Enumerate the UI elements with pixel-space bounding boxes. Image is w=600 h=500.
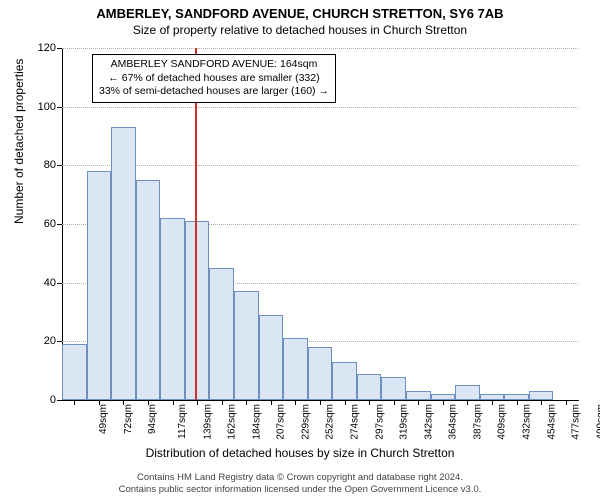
histogram-bar (234, 291, 259, 400)
ytick-mark (57, 341, 62, 342)
grid-line (62, 107, 578, 108)
xtick-label: 274sqm (350, 404, 361, 440)
chart-plot-area: AMBERLEY SANDFORD AVENUE: 164sqm ← 67% o… (62, 48, 578, 400)
xtick-mark (369, 400, 370, 405)
xtick-mark (246, 400, 247, 405)
histogram-bar (283, 338, 308, 400)
xtick-mark (74, 400, 75, 405)
xtick-mark (541, 400, 542, 405)
chart-title: AMBERLEY, SANDFORD AVENUE, CHURCH STRETT… (0, 0, 600, 21)
annotation-line-1: AMBERLEY SANDFORD AVENUE: 164sqm (99, 58, 329, 72)
xtick-label: 117sqm (177, 404, 188, 439)
xtick-label: 49sqm (98, 404, 109, 434)
xtick-mark (345, 400, 346, 405)
ytick-label: 0 (50, 394, 56, 406)
chart-subtitle: Size of property relative to detached ho… (0, 23, 600, 37)
histogram-bar (332, 362, 357, 400)
xtick-label: 229sqm (300, 404, 311, 440)
histogram-bar (357, 374, 382, 400)
histogram-bar (455, 385, 480, 400)
xtick-mark (222, 400, 223, 405)
footer-line-2: Contains public sector information licen… (0, 484, 600, 496)
histogram-bar (87, 171, 112, 400)
ytick-label: 60 (44, 218, 56, 230)
xtick-label: 477sqm (571, 404, 582, 440)
ytick-mark (57, 224, 62, 225)
xtick-mark (394, 400, 395, 405)
xtick-label: 432sqm (522, 404, 533, 440)
annotation-line-3: 33% of semi-detached houses are larger (… (99, 85, 329, 99)
ytick-mark (57, 165, 62, 166)
histogram-bar (209, 268, 234, 400)
xtick-label: 319sqm (399, 404, 410, 440)
footer-line-1: Contains HM Land Registry data © Crown c… (0, 472, 600, 484)
ytick-mark (57, 400, 62, 401)
histogram-bar (259, 315, 284, 400)
xtick-mark (492, 400, 493, 405)
xtick-label: 252sqm (325, 404, 336, 440)
xtick-mark (443, 400, 444, 405)
y-axis-label: Number of detached properties (12, 59, 26, 224)
xtick-label: 139sqm (202, 404, 213, 440)
ytick-label: 40 (44, 277, 56, 289)
grid-line (62, 165, 578, 166)
xtick-label: 454sqm (546, 404, 557, 440)
ytick-mark (57, 107, 62, 108)
grid-line (62, 48, 578, 49)
xtick-mark (271, 400, 272, 405)
xtick-mark (418, 400, 419, 405)
xtick-mark (467, 400, 468, 405)
xtick-mark (517, 400, 518, 405)
xtick-label: 387sqm (472, 404, 483, 440)
ytick-mark (57, 48, 62, 49)
xtick-label: 207sqm (276, 404, 287, 440)
xtick-mark (123, 400, 124, 405)
xtick-label: 94sqm (147, 404, 158, 434)
histogram-bar (136, 180, 161, 400)
x-axis-label: Distribution of detached houses by size … (0, 446, 600, 460)
histogram-bar (111, 127, 136, 400)
histogram-bar (406, 391, 431, 400)
footer-attribution: Contains HM Land Registry data © Crown c… (0, 472, 600, 496)
histogram-bar (308, 347, 333, 400)
xtick-mark (197, 400, 198, 405)
annotation-box: AMBERLEY SANDFORD AVENUE: 164sqm ← 67% o… (92, 54, 336, 103)
xtick-mark (295, 400, 296, 405)
xtick-mark (566, 400, 567, 405)
xtick-label: 162sqm (227, 404, 238, 440)
xtick-mark (320, 400, 321, 405)
xtick-label: 72sqm (123, 404, 134, 434)
ytick-mark (57, 283, 62, 284)
ytick-label: 100 (38, 101, 56, 113)
xtick-mark (148, 400, 149, 405)
histogram-bar (62, 344, 87, 400)
histogram-bar (529, 391, 554, 400)
ytick-label: 20 (44, 335, 56, 347)
xtick-label: 409sqm (497, 404, 508, 440)
xtick-label: 499sqm (595, 404, 600, 440)
xtick-mark (99, 400, 100, 405)
ytick-label: 80 (44, 159, 56, 171)
xtick-label: 364sqm (448, 404, 459, 440)
xtick-label: 184sqm (251, 404, 262, 440)
ytick-label: 120 (38, 42, 56, 54)
annotation-line-2: ← 67% of detached houses are smaller (33… (99, 72, 329, 86)
histogram-bar (160, 218, 185, 400)
histogram-bar (185, 221, 210, 400)
xtick-label: 342sqm (423, 404, 434, 440)
histogram-bar (381, 377, 406, 400)
xtick-label: 297sqm (374, 404, 385, 440)
xtick-mark (173, 400, 174, 405)
